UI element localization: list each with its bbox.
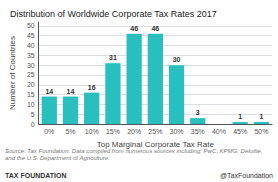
svg-text:5%: 5% <box>65 128 75 135</box>
svg-text:14: 14 <box>67 88 75 95</box>
svg-text:35: 35 <box>27 52 35 59</box>
svg-text:25: 25 <box>27 71 35 78</box>
svg-text:45: 45 <box>27 32 35 39</box>
svg-text:10%: 10% <box>85 128 99 135</box>
svg-text:10: 10 <box>27 101 35 108</box>
svg-text:1: 1 <box>238 113 242 120</box>
svg-text:16: 16 <box>88 84 96 91</box>
svg-text:@TaxFoundation: @TaxFoundation <box>220 172 273 179</box>
svg-text:0%: 0% <box>44 128 54 135</box>
svg-text:15: 15 <box>27 91 35 98</box>
svg-text:Top Marginal Corporate Tax Rat: Top Marginal Corporate Tax Rate <box>97 140 215 149</box>
svg-text:40%: 40% <box>212 128 226 135</box>
svg-text:20%: 20% <box>127 128 141 135</box>
svg-text:50%: 50% <box>254 128 268 135</box>
svg-text:45%: 45% <box>233 128 247 135</box>
svg-text:Number of Countries: Number of Countries <box>8 36 17 110</box>
svg-text:Source: Tax Foundation. Data c: Source: Tax Foundation. Data compiled fr… <box>5 147 265 154</box>
svg-text:30: 30 <box>173 56 181 63</box>
svg-text:1: 1 <box>259 113 263 120</box>
svg-text:46: 46 <box>151 25 159 32</box>
svg-text:35%: 35% <box>191 128 205 135</box>
svg-text:46: 46 <box>130 25 138 32</box>
svg-text:TAX FOUNDATION: TAX FOUNDATION <box>5 172 67 179</box>
svg-text:14: 14 <box>45 88 53 95</box>
svg-text:and the U.S. Department of Agr: and the U.S. Department of Agriculture. <box>5 155 110 161</box>
svg-text:15%: 15% <box>106 128 120 135</box>
svg-text:Distribution of Worldwide Corp: Distribution of Worldwide Corporate Tax … <box>10 9 217 19</box>
svg-text:30%: 30% <box>170 128 184 135</box>
svg-text:3: 3 <box>196 109 200 116</box>
svg-text:30: 30 <box>27 62 35 69</box>
svg-text:40: 40 <box>27 42 35 49</box>
svg-text:5: 5 <box>31 111 35 118</box>
svg-text:31: 31 <box>109 54 117 61</box>
svg-text:50: 50 <box>27 22 35 29</box>
svg-text:0: 0 <box>31 121 35 128</box>
svg-text:20: 20 <box>27 81 35 88</box>
svg-text:25%: 25% <box>148 128 162 135</box>
